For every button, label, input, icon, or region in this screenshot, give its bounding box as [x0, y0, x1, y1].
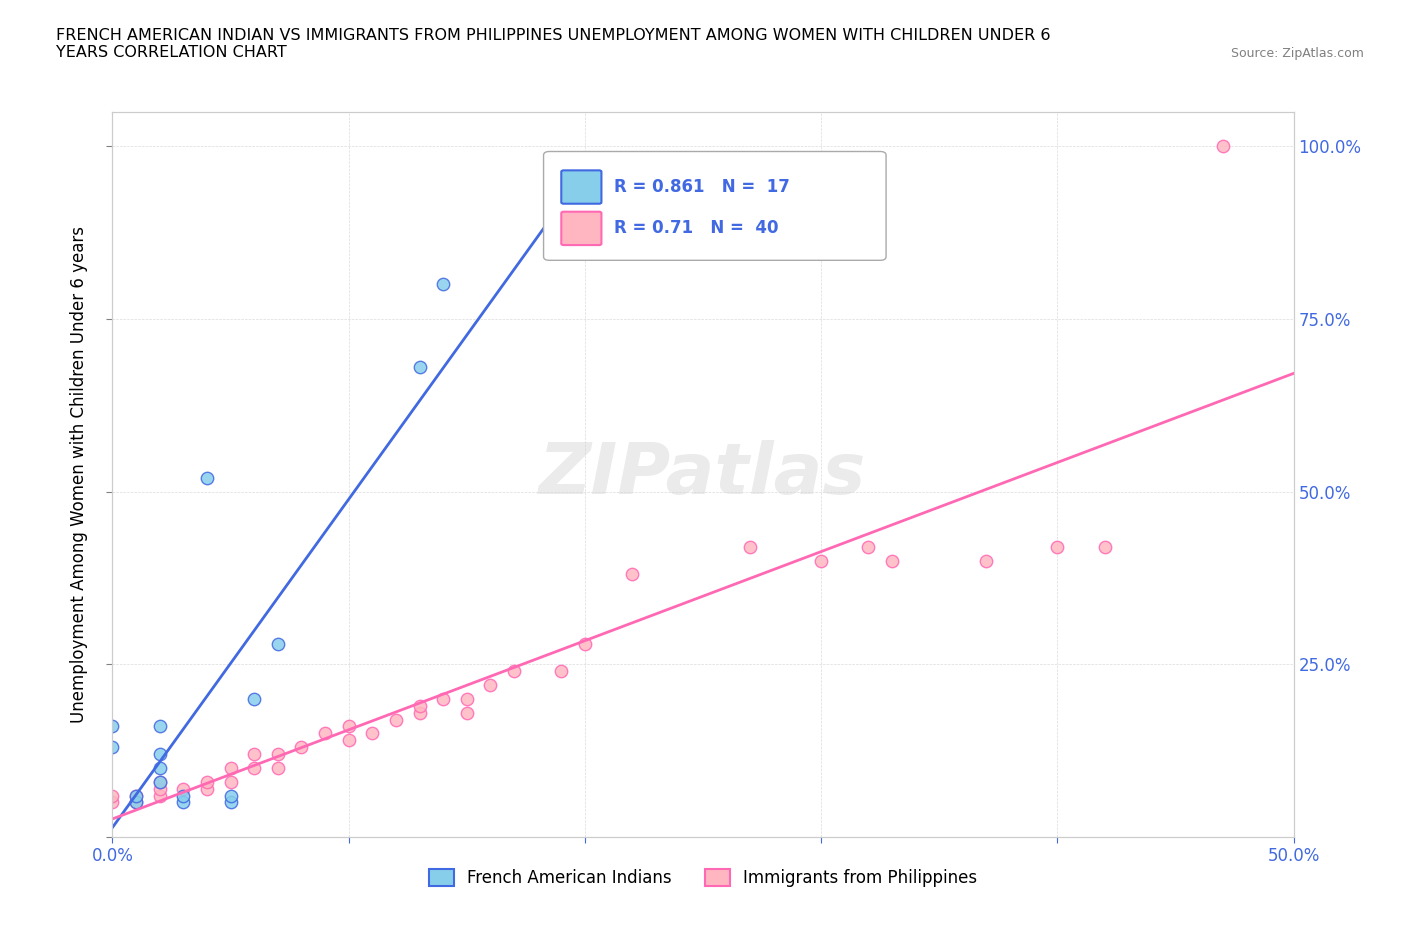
- Point: [503, 664, 526, 679]
- Point: [880, 553, 903, 568]
- Point: [172, 788, 194, 803]
- Y-axis label: Unemployment Among Women with Children Under 6 years: Unemployment Among Women with Children U…: [70, 226, 89, 723]
- Point: [101, 719, 124, 734]
- Point: [125, 795, 148, 810]
- Point: [456, 691, 478, 706]
- Point: [149, 761, 172, 776]
- Point: [290, 739, 312, 754]
- Point: [243, 747, 266, 762]
- Point: [219, 775, 242, 790]
- Text: FRENCH AMERICAN INDIAN VS IMMIGRANTS FROM PHILIPPINES UNEMPLOYMENT AMONG WOMEN W: FRENCH AMERICAN INDIAN VS IMMIGRANTS FRO…: [56, 28, 1050, 60]
- Point: [101, 795, 124, 810]
- Point: [101, 739, 124, 754]
- Point: [195, 775, 218, 790]
- Point: [408, 360, 430, 375]
- Point: [267, 747, 290, 762]
- Point: [149, 775, 172, 790]
- Point: [337, 719, 360, 734]
- FancyBboxPatch shape: [561, 170, 602, 204]
- Point: [810, 553, 832, 568]
- Point: [149, 719, 172, 734]
- Point: [267, 761, 290, 776]
- Point: [976, 553, 998, 568]
- Text: Source: ZipAtlas.com: Source: ZipAtlas.com: [1230, 46, 1364, 60]
- FancyBboxPatch shape: [544, 152, 886, 260]
- Text: ZIPatlas: ZIPatlas: [540, 440, 866, 509]
- Point: [149, 747, 172, 762]
- Point: [1094, 539, 1116, 554]
- Point: [337, 733, 360, 748]
- FancyBboxPatch shape: [561, 212, 602, 246]
- Point: [195, 471, 218, 485]
- Point: [361, 726, 384, 741]
- Point: [432, 277, 454, 292]
- Point: [858, 539, 880, 554]
- Point: [621, 567, 644, 582]
- Point: [125, 788, 148, 803]
- Point: [740, 539, 762, 554]
- Point: [101, 788, 124, 803]
- Point: [479, 678, 502, 693]
- Point: [172, 781, 194, 796]
- Point: [125, 795, 148, 810]
- Point: [219, 795, 242, 810]
- Point: [172, 795, 194, 810]
- Point: [149, 781, 172, 796]
- Point: [149, 788, 172, 803]
- Point: [432, 691, 454, 706]
- Point: [1046, 539, 1069, 554]
- Point: [243, 691, 266, 706]
- Point: [125, 788, 148, 803]
- Point: [267, 636, 290, 651]
- Point: [149, 775, 172, 790]
- Point: [385, 712, 408, 727]
- Point: [1212, 139, 1234, 153]
- Point: [195, 781, 218, 796]
- Point: [219, 761, 242, 776]
- Point: [550, 664, 572, 679]
- Point: [408, 705, 430, 720]
- Text: R = 0.861   N =  17: R = 0.861 N = 17: [614, 178, 790, 196]
- Point: [574, 636, 596, 651]
- Legend: French American Indians, Immigrants from Philippines: French American Indians, Immigrants from…: [422, 862, 984, 894]
- Point: [243, 761, 266, 776]
- Point: [408, 698, 430, 713]
- Point: [456, 705, 478, 720]
- Text: R = 0.71   N =  40: R = 0.71 N = 40: [614, 219, 779, 237]
- Point: [314, 726, 336, 741]
- Point: [219, 788, 242, 803]
